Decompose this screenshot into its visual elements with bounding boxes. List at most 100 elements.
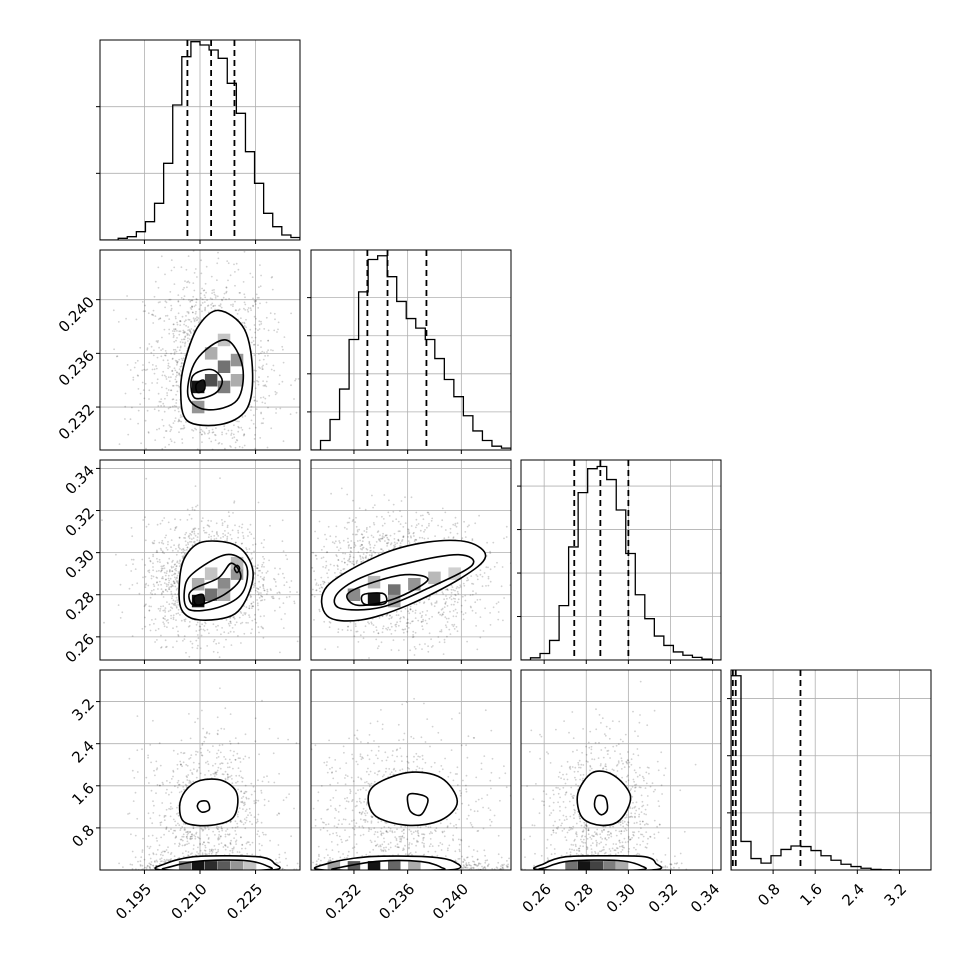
x-tick-label: 3.2 [881, 880, 911, 910]
contour-line-0 [179, 309, 254, 427]
y-tick-label: 0.28 [62, 588, 98, 624]
contour-line-2 [346, 573, 429, 607]
density-cell [230, 861, 244, 870]
contour-line-1 [333, 553, 475, 611]
contour-line-2 [313, 855, 462, 870]
pair-panel-3-1: 0.232 0.236 0.240 [310, 669, 512, 923]
pair-panel-3-0: 0.8 1.6 2.4 3.2 0.195 0.210 0.225 [68, 669, 301, 923]
contour-line-1 [593, 794, 609, 816]
density-cell [178, 861, 192, 870]
density-cell [327, 861, 341, 870]
diag-panel-3: 0.8 1.6 2.4 3.2 [727, 669, 932, 910]
density-cell [388, 861, 401, 870]
density-cell [367, 861, 381, 870]
contour-fill [368, 772, 458, 826]
density-cell [230, 556, 244, 570]
x-tick-label: 0.210 [168, 880, 211, 923]
density-cell [388, 584, 401, 597]
diag-panel-2 [517, 459, 722, 664]
histogram-1 [311, 255, 511, 450]
y-tick-label: 0.32 [62, 504, 98, 540]
contour-line-3 [194, 379, 206, 394]
contour-line-1 [196, 799, 211, 813]
density-cell [577, 861, 591, 870]
contour-line-2 [154, 854, 281, 870]
density-cell [615, 861, 629, 870]
x-tick-label: 0.232 [322, 880, 365, 923]
histogram-3 [731, 675, 931, 870]
y-tick-label: 1.6 [68, 779, 98, 809]
density-cell [565, 861, 578, 870]
contour-line-3 [360, 592, 388, 606]
contour-line-4 [233, 564, 241, 574]
y-tick-label: 2.4 [68, 737, 98, 767]
pair-panel-2-1 [310, 459, 512, 664]
panel-frame [310, 459, 512, 661]
density-cell [408, 861, 421, 870]
x-tick-label: 0.30 [603, 880, 639, 916]
density-cell [230, 374, 244, 387]
density-cell [347, 861, 361, 870]
density-cell [217, 578, 231, 591]
y-tick-label: 0.8 [68, 821, 98, 851]
x-tick-label: 1.6 [796, 880, 826, 910]
contour-line-2 [190, 368, 224, 400]
y-tick-label: 0.236 [55, 347, 98, 390]
contour-line-0 [320, 539, 487, 622]
density-cell [217, 861, 231, 870]
diag-panel-1 [307, 249, 512, 454]
contour-line-1 [186, 339, 245, 411]
x-tick-label: 0.8 [754, 880, 784, 910]
density-cell [243, 861, 257, 870]
contour-line-0 [178, 540, 254, 621]
y-tick-label: 3.2 [68, 695, 98, 725]
pair-panel-2-0: 0.26 0.28 0.30 0.32 0.34 [62, 459, 301, 666]
scatter-points [118, 687, 300, 870]
scatter-points [521, 680, 697, 870]
contour-line-0 [576, 770, 632, 827]
y-tick-label: 0.34 [62, 462, 98, 498]
pair-panel-1-0: 0.232 0.236 0.240 [55, 249, 301, 454]
contour-line-3 [161, 859, 273, 870]
contour-line-3 [331, 859, 446, 870]
contour-line-3 [537, 859, 647, 870]
density-cell [204, 374, 218, 387]
density-cell [428, 571, 441, 585]
x-tick-label: 0.32 [645, 880, 681, 916]
density-cell [367, 592, 381, 606]
y-tick-label: 0.26 [62, 630, 98, 666]
panel-frame [310, 669, 512, 871]
panel-frame [520, 669, 722, 871]
x-tick-label: 0.240 [429, 880, 472, 923]
histogram-2 [521, 465, 721, 660]
density-cell [217, 360, 231, 373]
density-cell [590, 861, 603, 870]
y-tick-label: 0.240 [55, 293, 98, 336]
contour-line-2 [188, 562, 242, 607]
x-tick-label: 0.26 [519, 880, 555, 916]
density-cell [217, 380, 231, 394]
y-tick-label: 0.232 [55, 400, 98, 443]
contour-line-1 [406, 792, 429, 817]
density-cell [603, 861, 616, 870]
density-cell [191, 861, 205, 870]
contour-fill [577, 771, 631, 826]
panel-frame [310, 249, 512, 451]
density-cell [204, 347, 218, 360]
histogram-0 [100, 41, 300, 240]
density-cell [408, 578, 421, 591]
y-tick-label: 0.30 [62, 546, 98, 582]
contour-line-0 [367, 771, 459, 827]
x-tick-label: 0.195 [112, 880, 155, 923]
x-tick-label: 0.236 [375, 880, 418, 923]
panel-frame [520, 459, 722, 661]
pair-panel-3-2: 0.26 0.28 0.30 0.32 0.34 [519, 669, 723, 916]
density-cell [204, 861, 218, 870]
x-tick-label: 0.225 [223, 880, 266, 923]
contour-fill [180, 310, 253, 426]
density-cell [204, 567, 218, 580]
contour-line-2 [533, 854, 663, 870]
density-cell [191, 380, 205, 394]
x-tick-label: 0.28 [561, 880, 597, 916]
